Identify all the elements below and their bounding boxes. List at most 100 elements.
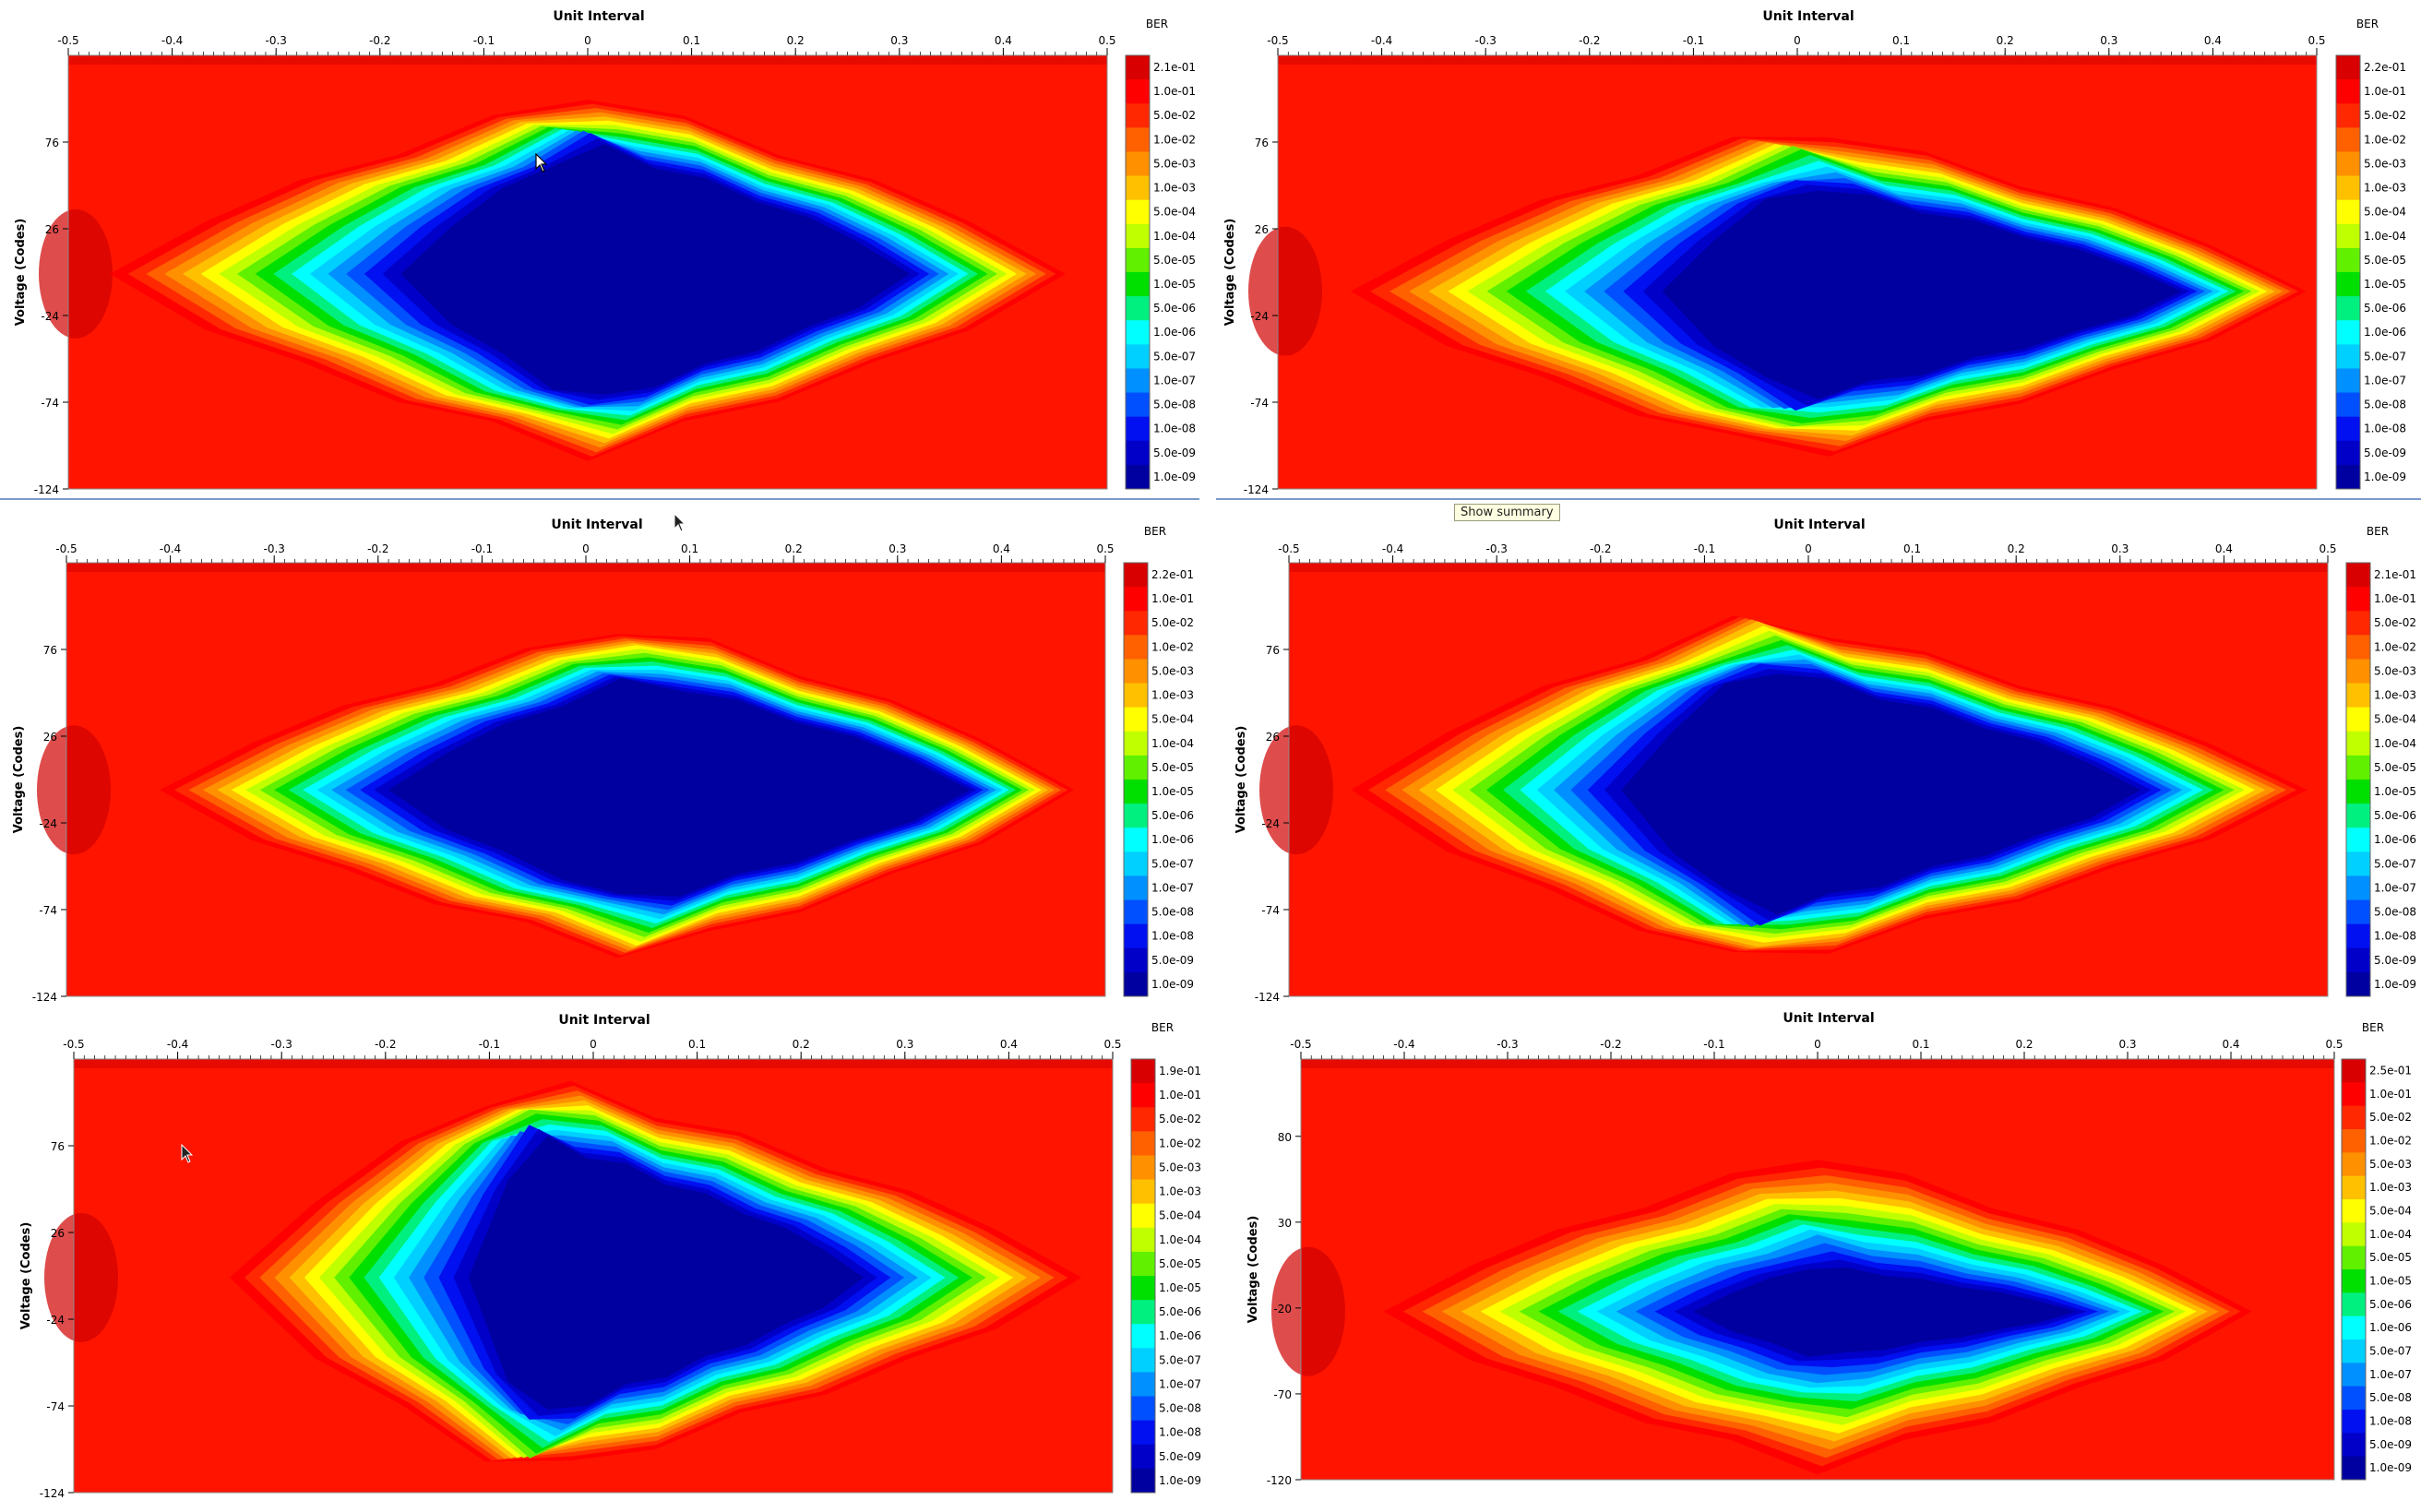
colorbar-label: 5.0e-09 [1159,1450,1201,1463]
colorbar-label: 5.0e-02 [2364,109,2406,122]
x-tick-label: 0.1 [688,1038,706,1051]
colorbar-swatch [2342,1245,2366,1270]
colorbar-label: 1.0e-07 [1151,881,1194,894]
colorbar-label: 5.0e-09 [1153,446,1196,459]
ber-contour-level [468,1136,864,1410]
x-tick-label: 0 [1794,34,1801,47]
colorbar-swatch [2346,780,2370,804]
colorbar-frame [2345,562,2371,997]
colorbar-title: BER [1146,18,1168,30]
colorbar-label: 5.0e-02 [2374,616,2416,629]
edge-shading [1259,725,1333,855]
colorbar-label: 5.0e-09 [1151,954,1194,967]
colorbar-swatch [2336,79,2360,104]
colorbar-label: 1.0e-05 [1151,785,1194,798]
x-tick-label: 0.5 [2325,1038,2343,1051]
x-axis-label: Unit Interval [553,9,644,24]
colorbar-label: 5.0e-02 [1151,616,1194,629]
y-tick-label: -74 [46,1400,65,1413]
colorbar-swatch [1126,296,1150,321]
x-tick-label: -0.4 [1371,34,1392,47]
colorbar-title: BER [1144,525,1166,538]
colorbar-swatch [1126,368,1150,394]
x-tick-label: -0.5 [1290,1038,1311,1051]
colorbar-swatch [1126,416,1150,442]
colorbar-swatch [1131,1107,1155,1132]
colorbar-label: 2.1e-01 [1153,61,1196,74]
colorbar-label: 5.0e-08 [2364,399,2406,411]
colorbar-label: 5.0e-08 [2369,1391,2412,1404]
colorbar-swatch [1126,199,1150,225]
colorbar-swatch [1131,1444,1155,1470]
x-tick-label: -0.3 [1497,1038,1518,1051]
x-tick-label: 0.5 [1103,1038,1121,1051]
y-axis-label: Voltage (Codes) [12,726,26,834]
colorbar-label: 5.0e-07 [2364,350,2406,363]
panel-divider-left[interactable] [0,498,1199,500]
x-tick-label: -0.2 [1600,1038,1621,1051]
colorbar-title: BER [1151,1021,1174,1034]
colorbar-swatch [1131,1155,1155,1181]
eye-panel-bottom-left: Unit Interval -0.5 -0.4 -0.3 -0.2 -0.1 0 0.1 0.2… [19,1013,1201,1500]
colorbar-label: 1.0e-07 [2369,1368,2412,1381]
colorbar-swatch [2346,827,2370,852]
colorbar-swatch [1126,320,1150,345]
colorbar-swatch [2346,635,2370,660]
show-summary-tooltip: Show summary [1454,504,1560,521]
colorbar-swatch [1124,587,1148,612]
x-tick-label: 0.3 [896,1038,913,1051]
x-tick-label: 0.2 [2015,1038,2033,1051]
colorbar-swatch [2336,392,2360,418]
colorbar-label: 2.2e-01 [1151,568,1194,581]
x-tick-label: -0.2 [1590,542,1611,555]
colorbar-label: 5.0e-09 [2374,954,2416,967]
colorbar-swatch [1131,1396,1155,1422]
panel-divider-right[interactable] [1216,498,2421,500]
x-tick-label: 0.1 [1912,1038,1929,1051]
colorbar-label: 1.0e-07 [2364,374,2406,387]
y-tick-label: -24 [39,817,57,830]
colorbar-swatch [2342,1410,2366,1434]
colorbar-label: 5.0e-05 [2369,1251,2412,1264]
x-tick-label: -0.5 [55,542,77,555]
colorbar-swatch [2342,1292,2366,1317]
colorbar-frame [1130,1058,1156,1494]
colorbar-swatch [2346,923,2370,949]
colorbar-swatch [1124,827,1148,852]
x-tick-label: 0.1 [683,34,700,47]
colorbar-swatch [1126,79,1150,104]
colorbar-swatch [2336,199,2360,225]
colorbar-label: 5.0e-04 [2374,713,2416,726]
colorbar-label: 5.0e-09 [2369,1438,2412,1451]
colorbar-label: 1.0e-09 [2364,470,2406,483]
colorbar-label: 1.0e-08 [2369,1414,2412,1427]
y-tick-label: 76 [51,1140,65,1153]
colorbar-label: 5.0e-04 [1153,206,1196,219]
colorbar-swatch [1124,804,1148,828]
y-tick-label: -74 [41,397,59,410]
colorbar-swatch [2336,175,2360,201]
colorbar-swatch [2346,707,2370,732]
colorbar-swatch [1131,1372,1155,1398]
colorbar-swatch [1124,659,1148,685]
y-tick-label: -74 [1250,397,1269,410]
colorbar-label: 1.0e-01 [2374,592,2416,605]
colorbar-swatch [1131,1324,1155,1349]
colorbar-frame [2335,54,2361,490]
colorbar-label: 1.0e-04 [2374,737,2416,750]
y-tick-label: 80 [1278,1131,1292,1144]
colorbar-label: 1.0e-02 [1151,640,1194,653]
x-tick-label: -0.4 [161,34,183,47]
colorbar-label: 1.0e-08 [1151,930,1194,943]
y-tick-label: 76 [1266,644,1280,657]
x-tick-label: 0 [1814,1038,1821,1051]
x-tick-label: 0.2 [2008,542,2025,555]
x-tick-label: -0.1 [1683,34,1704,47]
colorbar-label: 1.0e-02 [2369,1134,2412,1147]
colorbar-label: 5.0e-02 [2369,1111,2412,1124]
colorbar-swatch [2336,464,2360,490]
colorbar-swatch [2346,683,2370,708]
colorbar-swatch [1131,1227,1155,1253]
colorbar-label: 1.0e-02 [2374,640,2416,653]
colorbar-label: 5.0e-03 [1159,1161,1201,1173]
